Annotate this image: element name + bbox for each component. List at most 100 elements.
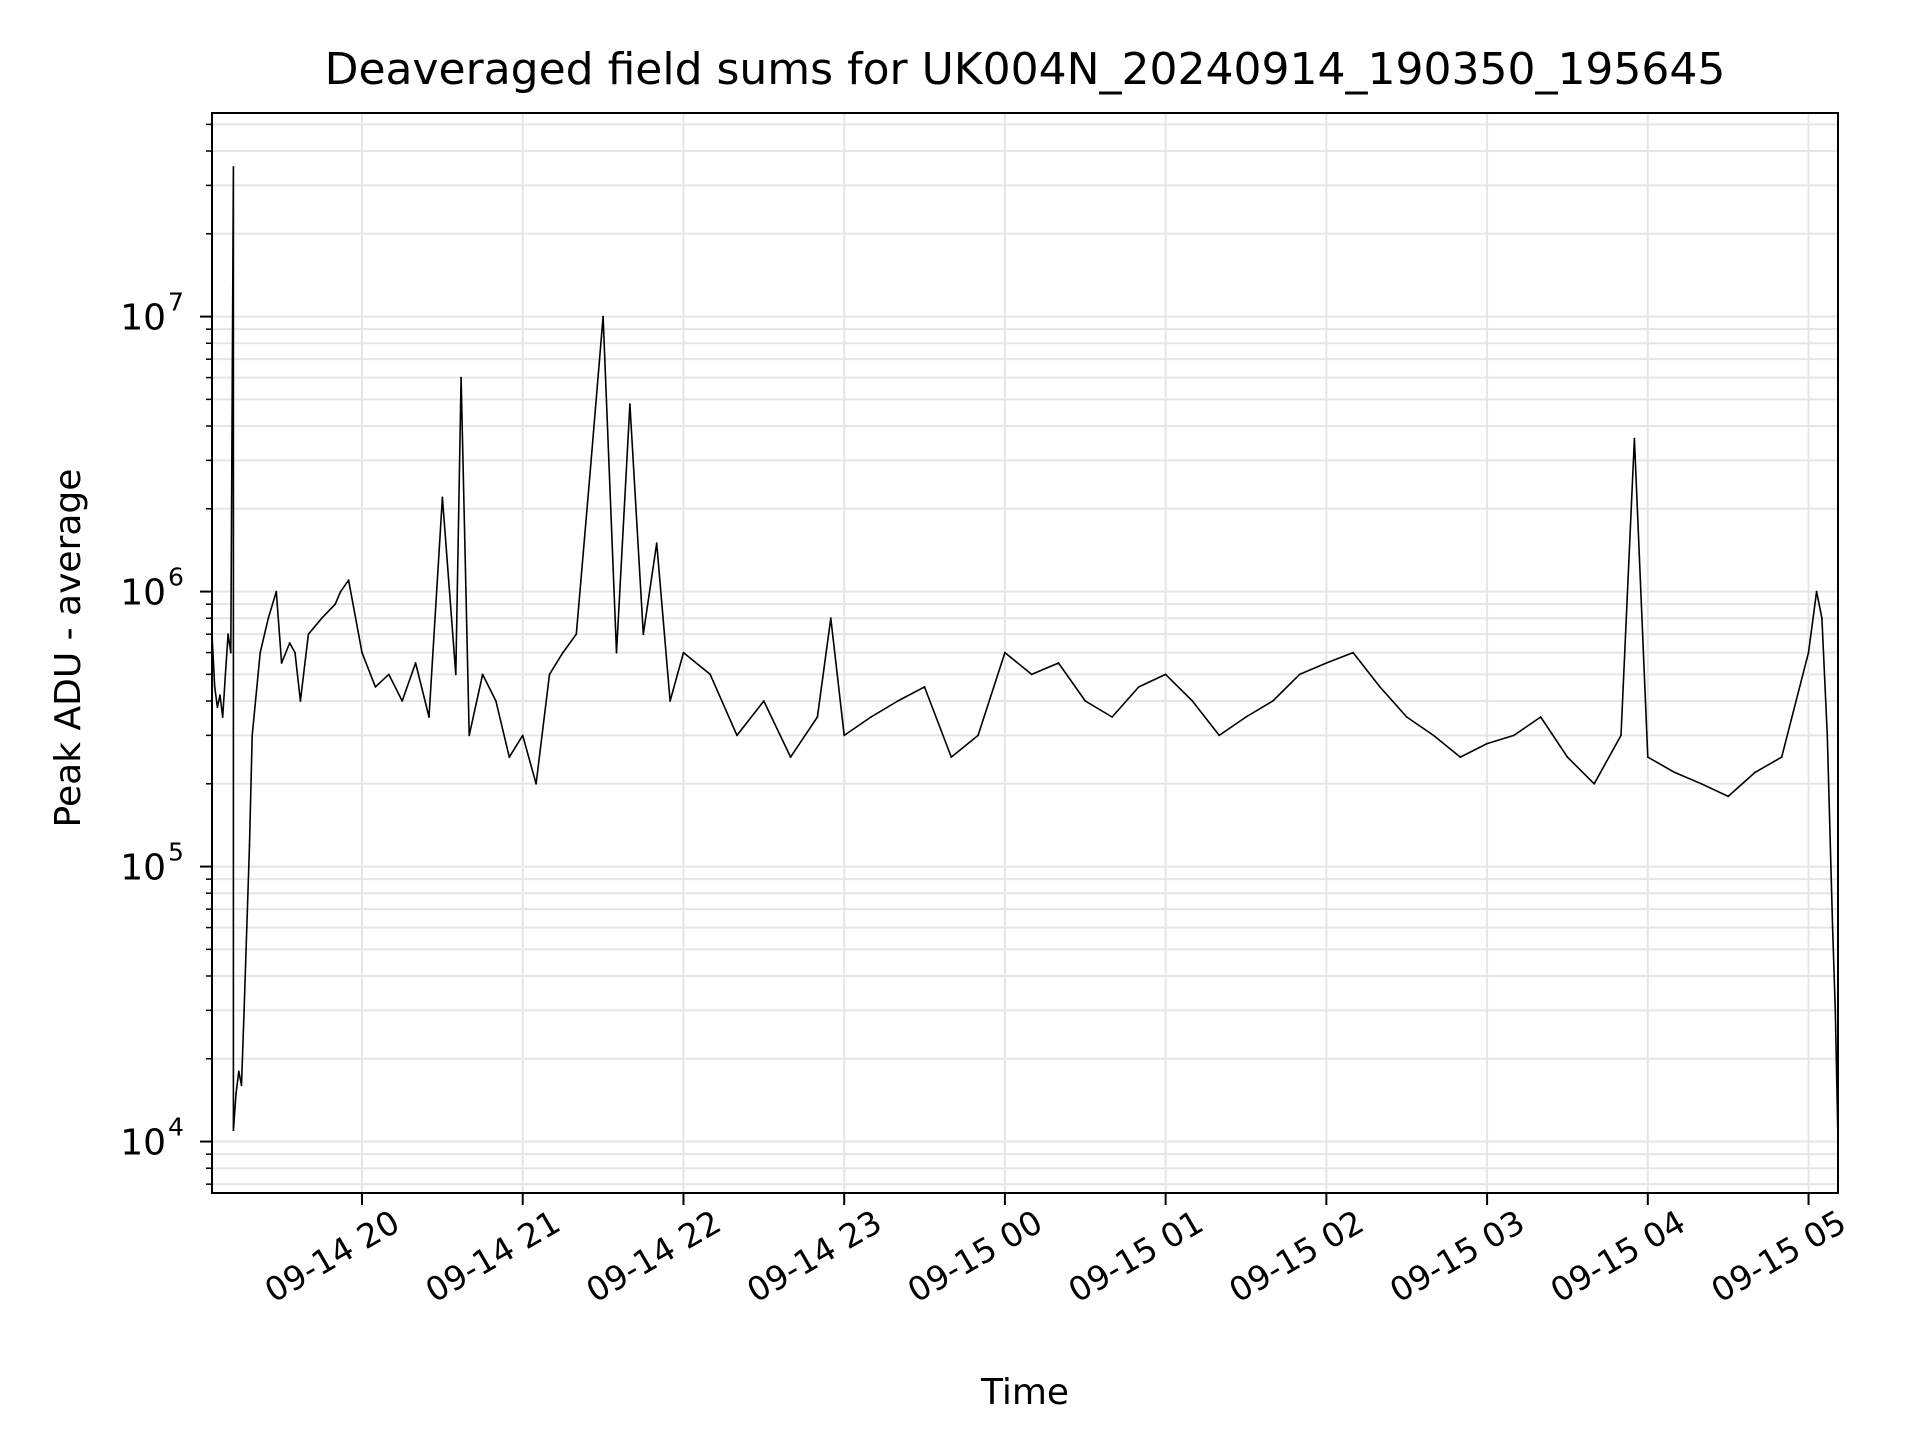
data-point <box>267 617 270 620</box>
data-point <box>1826 734 1829 737</box>
data-point <box>460 376 462 379</box>
y-axis-label: Peak ADU - average <box>48 469 89 828</box>
data-point <box>1191 700 1194 702</box>
x-tick-label: 09-15 04 <box>1544 1202 1692 1310</box>
data-point <box>454 673 457 676</box>
data-point <box>615 651 618 654</box>
data-point <box>1807 651 1810 654</box>
series <box>211 166 1839 1143</box>
x-tick-label: 09-15 02 <box>1222 1202 1370 1310</box>
data-point <box>414 662 417 664</box>
y-tick-label: 10 <box>120 848 166 889</box>
x-tick-label: 09-14 20 <box>258 1202 406 1310</box>
data-point <box>248 843 251 846</box>
x-tick-label: 09-15 00 <box>901 1202 1049 1310</box>
data-point <box>588 476 591 479</box>
data-point <box>495 700 497 702</box>
data-point <box>642 633 645 636</box>
y-tick-label: 10 <box>120 573 166 614</box>
data-point <box>1245 716 1247 718</box>
data-point <box>219 694 221 697</box>
data-point <box>1164 673 1167 676</box>
data-point <box>535 782 537 785</box>
data-point <box>762 700 765 702</box>
data-point <box>508 756 511 758</box>
data-point <box>1137 686 1140 688</box>
data-point <box>1298 673 1301 676</box>
data-point <box>347 579 350 582</box>
y-tick-base: 10 <box>120 1123 166 1164</box>
data-point <box>334 603 337 606</box>
y-tick-base: 10 <box>120 848 166 889</box>
data-point <box>1633 437 1636 440</box>
y-tick-base: 10 <box>120 298 166 339</box>
data-point <box>1513 734 1515 737</box>
data-point <box>896 700 899 702</box>
data-point <box>1325 662 1328 664</box>
data-point <box>950 756 953 758</box>
data-point <box>1593 782 1596 785</box>
data-point <box>1780 756 1783 758</box>
data-point <box>401 700 404 702</box>
data-point <box>235 1092 238 1094</box>
data-point <box>243 1009 246 1012</box>
chart-title: Deaveraged field sums for UK004N_2024091… <box>325 44 1726 95</box>
data-point <box>339 590 342 593</box>
x-axis: 09-14 20 09-14 21 09-14 22 09-14 23 09-15 00… <box>258 1193 1853 1310</box>
y-tick-exponent: 7 <box>168 288 184 317</box>
data-point <box>1539 716 1542 718</box>
data-point <box>669 700 671 702</box>
data-point <box>374 686 377 688</box>
data-point <box>1271 700 1274 702</box>
data-point <box>1834 1009 1837 1012</box>
data-point <box>232 166 235 168</box>
series-line <box>211 166 1839 1142</box>
y-tick-exponent: 6 <box>168 563 184 592</box>
data-point <box>816 716 819 718</box>
data-point <box>307 633 310 636</box>
x-tick-label: 09-14 22 <box>579 1202 727 1310</box>
data-point <box>1352 651 1354 654</box>
data-point <box>245 926 248 929</box>
data-point <box>240 1084 243 1087</box>
data-point <box>1646 756 1649 758</box>
data-point <box>299 700 302 702</box>
data-point <box>229 651 232 654</box>
data-point <box>1831 926 1834 929</box>
data-point <box>361 651 363 654</box>
data-point <box>1111 716 1113 718</box>
data-point <box>232 1129 235 1132</box>
data-point <box>224 673 227 676</box>
data-point <box>736 734 738 737</box>
data-point <box>237 1070 240 1073</box>
data-point <box>789 756 792 758</box>
data-point <box>441 496 444 499</box>
data-point <box>923 686 926 688</box>
data-point <box>428 716 430 718</box>
y-tick-label: 10 <box>120 1123 166 1164</box>
data-point <box>1821 617 1823 620</box>
data-point <box>320 617 323 620</box>
x-tick-label: 09-15 03 <box>1383 1202 1531 1310</box>
data-point <box>655 542 658 545</box>
data-point <box>294 651 296 654</box>
y-tick-exponent: 4 <box>168 1113 184 1142</box>
x-tick-label: 09-15 05 <box>1705 1202 1853 1310</box>
data-point <box>1620 734 1622 737</box>
data-point <box>221 716 224 718</box>
data-point <box>629 403 631 406</box>
data-point <box>1486 742 1488 745</box>
data-point <box>602 315 604 318</box>
x-tick-label: 09-14 21 <box>419 1202 567 1310</box>
x-tick-label: 09-15 01 <box>1062 1202 1210 1310</box>
data-point <box>548 673 551 676</box>
y-tick-label: 10 <box>120 298 166 339</box>
data-point <box>1673 771 1676 774</box>
data-point <box>387 673 390 676</box>
data-point <box>1030 673 1033 676</box>
data-point <box>1432 734 1435 737</box>
x-tick-label: 09-14 23 <box>740 1202 888 1310</box>
